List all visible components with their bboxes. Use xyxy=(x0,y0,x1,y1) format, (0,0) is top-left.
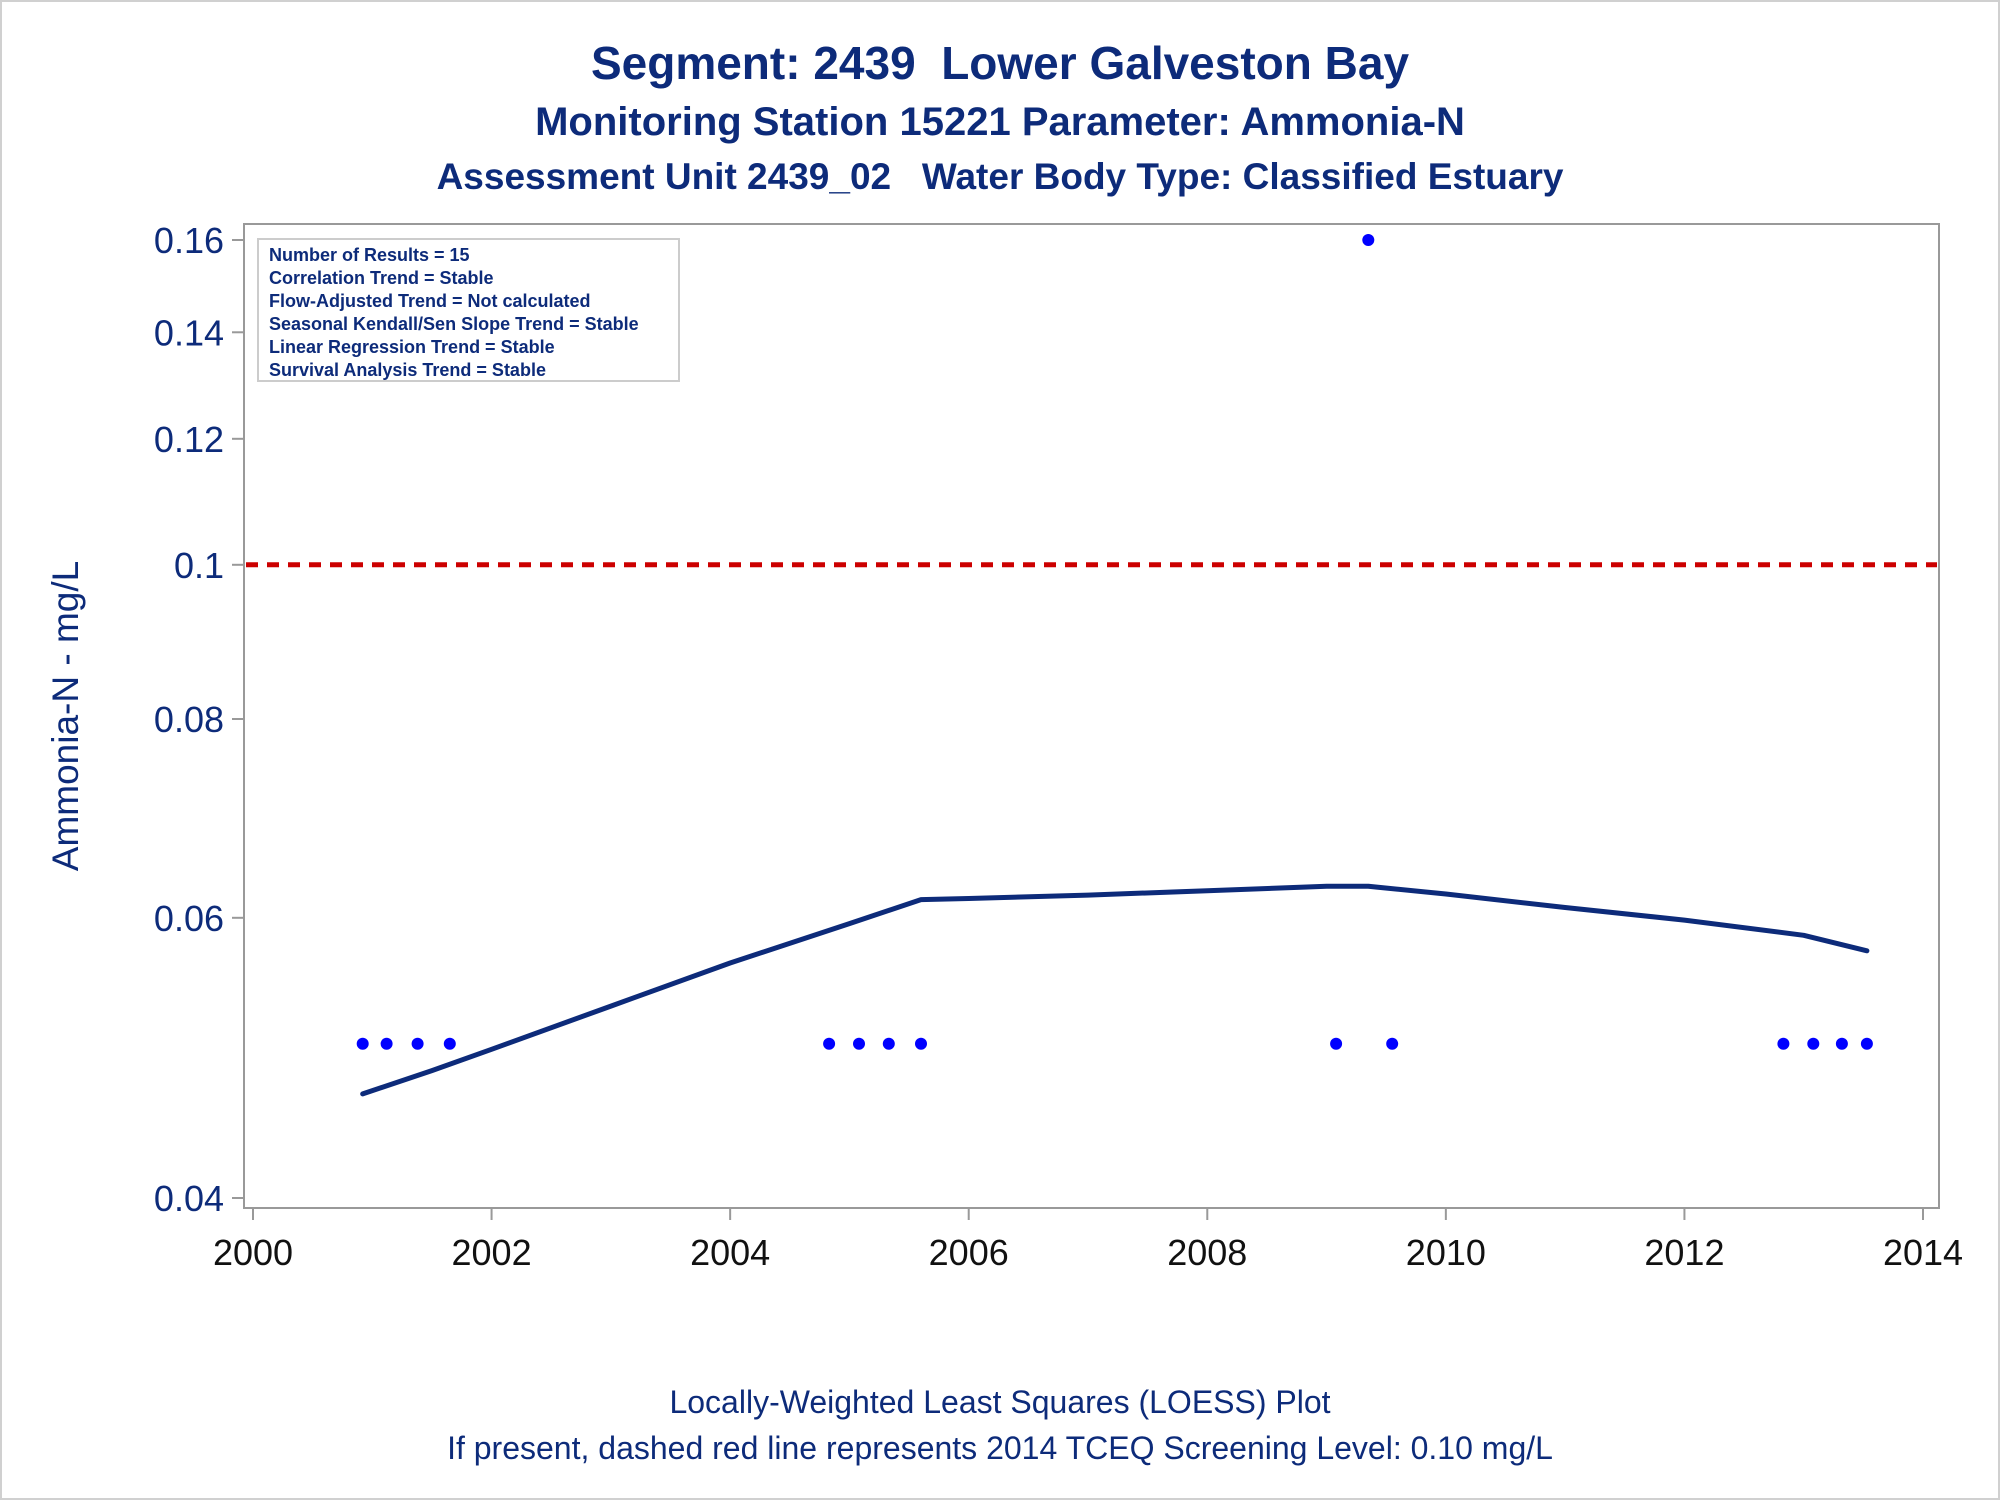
x-tick-label: 2004 xyxy=(690,1232,770,1273)
x-tick-label: 2012 xyxy=(1644,1232,1724,1273)
series-group xyxy=(356,234,1873,1097)
x-tick-label: 2010 xyxy=(1406,1232,1486,1273)
y-tick-label: 0.04 xyxy=(154,1178,224,1219)
data-point xyxy=(411,1037,424,1050)
data-point xyxy=(853,1037,865,1050)
y-tick-label: 0.14 xyxy=(154,312,224,353)
info-box: Number of Results = 15 Correlation Trend … xyxy=(257,238,680,382)
plot-area xyxy=(243,223,1940,1209)
data-point xyxy=(1860,1037,1873,1050)
info-box-line: Seasonal Kendall/Sen Slope Trend = Stabl… xyxy=(269,314,639,334)
info-box-line: Flow-Adjusted Trend = Not calculated xyxy=(269,291,591,311)
data-point xyxy=(882,1037,895,1050)
data-point xyxy=(356,1037,369,1050)
data-point xyxy=(1777,1037,1790,1050)
y-tick-label: 0.06 xyxy=(154,898,224,939)
x-tick-label: 2002 xyxy=(452,1232,532,1273)
data-point xyxy=(1835,1037,1848,1050)
data-point xyxy=(1362,234,1375,246)
data-point xyxy=(1330,1037,1343,1050)
info-box-line: Survival Analysis Trend = Stable xyxy=(269,360,546,380)
y-tick-label: 0.08 xyxy=(154,699,224,740)
x-axis: 2000 2002 2004 2006 2008 2010 2012 2014 xyxy=(213,1208,1963,1273)
info-box-line: Linear Regression Trend = Stable xyxy=(269,337,555,357)
y-tick-label: 0.1 xyxy=(174,545,224,586)
y-axis-label: Ammonia-N - mg/L xyxy=(45,561,86,871)
data-point xyxy=(1807,1037,1820,1050)
x-tick-label: 2014 xyxy=(1883,1232,1963,1273)
loess-line xyxy=(360,883,1870,1097)
data-point xyxy=(443,1037,456,1050)
y-tick-label: 0.16 xyxy=(154,220,224,261)
chart-subtitle-assessment: Assessment Unit 2439_02 Water Body Type:… xyxy=(436,156,1564,197)
footnote-screening: If present, dashed red line represents 2… xyxy=(447,1430,1553,1466)
y-axis: 0.04 0.06 0.08 0.1 0.12 0.14 0.16 xyxy=(154,220,244,1219)
x-tick-label: 2008 xyxy=(1167,1232,1247,1273)
chart-title: Segment: 2439 Lower Galveston Bay xyxy=(590,37,1410,89)
info-box-line: Correlation Trend = Stable xyxy=(269,268,494,288)
data-point xyxy=(915,1037,927,1050)
x-tick-label: 2006 xyxy=(929,1232,1009,1273)
x-tick-label: 2000 xyxy=(213,1232,293,1273)
footnote-loess: Locally-Weighted Least Squares (LOESS) P… xyxy=(669,1384,1331,1420)
data-point xyxy=(1386,1037,1399,1050)
data-point xyxy=(823,1037,836,1050)
info-box-frame xyxy=(257,238,680,382)
chart-subtitle-station: Monitoring Station 15221 Parameter: Ammo… xyxy=(535,100,1465,144)
y-tick-label: 0.12 xyxy=(154,419,224,460)
info-box-line: Number of Results = 15 xyxy=(269,245,470,265)
data-point xyxy=(380,1037,393,1050)
